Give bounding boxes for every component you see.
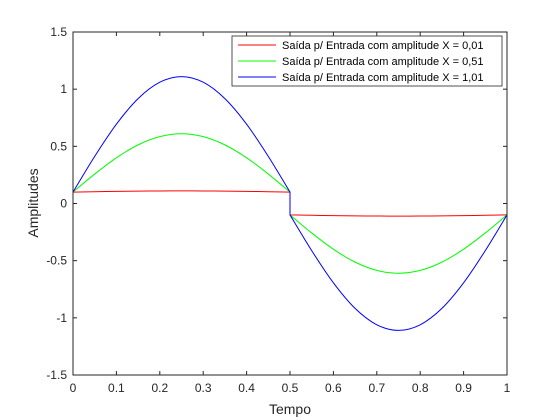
y-tick-label: 1 xyxy=(60,82,67,96)
x-tick-label: 0 xyxy=(70,381,77,395)
x-tick-label: 1 xyxy=(504,381,511,395)
legend-label-1: Saída p/ Entrada com amplitude X = 0,01 xyxy=(282,40,484,52)
x-tick-label: 0.7 xyxy=(368,381,385,395)
x-tick-label: 0.5 xyxy=(282,381,299,395)
y-tick-label: -0.5 xyxy=(46,254,67,268)
x-tick-label: 0.4 xyxy=(238,381,255,395)
y-tick-label: -1.5 xyxy=(46,368,67,382)
x-tick-label: 0.9 xyxy=(455,381,472,395)
y-tick-label: 0.5 xyxy=(50,139,67,153)
x-tick-label: 0.8 xyxy=(412,381,429,395)
legend-label-2: Saída p/ Entrada com amplitude X = 0,51 xyxy=(282,56,484,68)
y-tick-label: 1.5 xyxy=(50,25,67,39)
legend-label-3: Saída p/ Entrada com amplitude X = 1,01 xyxy=(282,72,484,84)
x-tick-label: 0.1 xyxy=(108,381,125,395)
x-tick-label: 0.3 xyxy=(195,381,212,395)
x-axis-title: Tempo xyxy=(269,401,311,417)
y-tick-label: -1 xyxy=(56,311,67,325)
y-tick-label: 0 xyxy=(60,197,67,211)
y-axis-title: Amplitudes xyxy=(25,168,41,237)
x-tick-label: 0.6 xyxy=(325,381,342,395)
x-tick-label: 0.2 xyxy=(151,381,168,395)
legend: Saída p/ Entrada com amplitude X = 0,01 S… xyxy=(232,36,502,86)
